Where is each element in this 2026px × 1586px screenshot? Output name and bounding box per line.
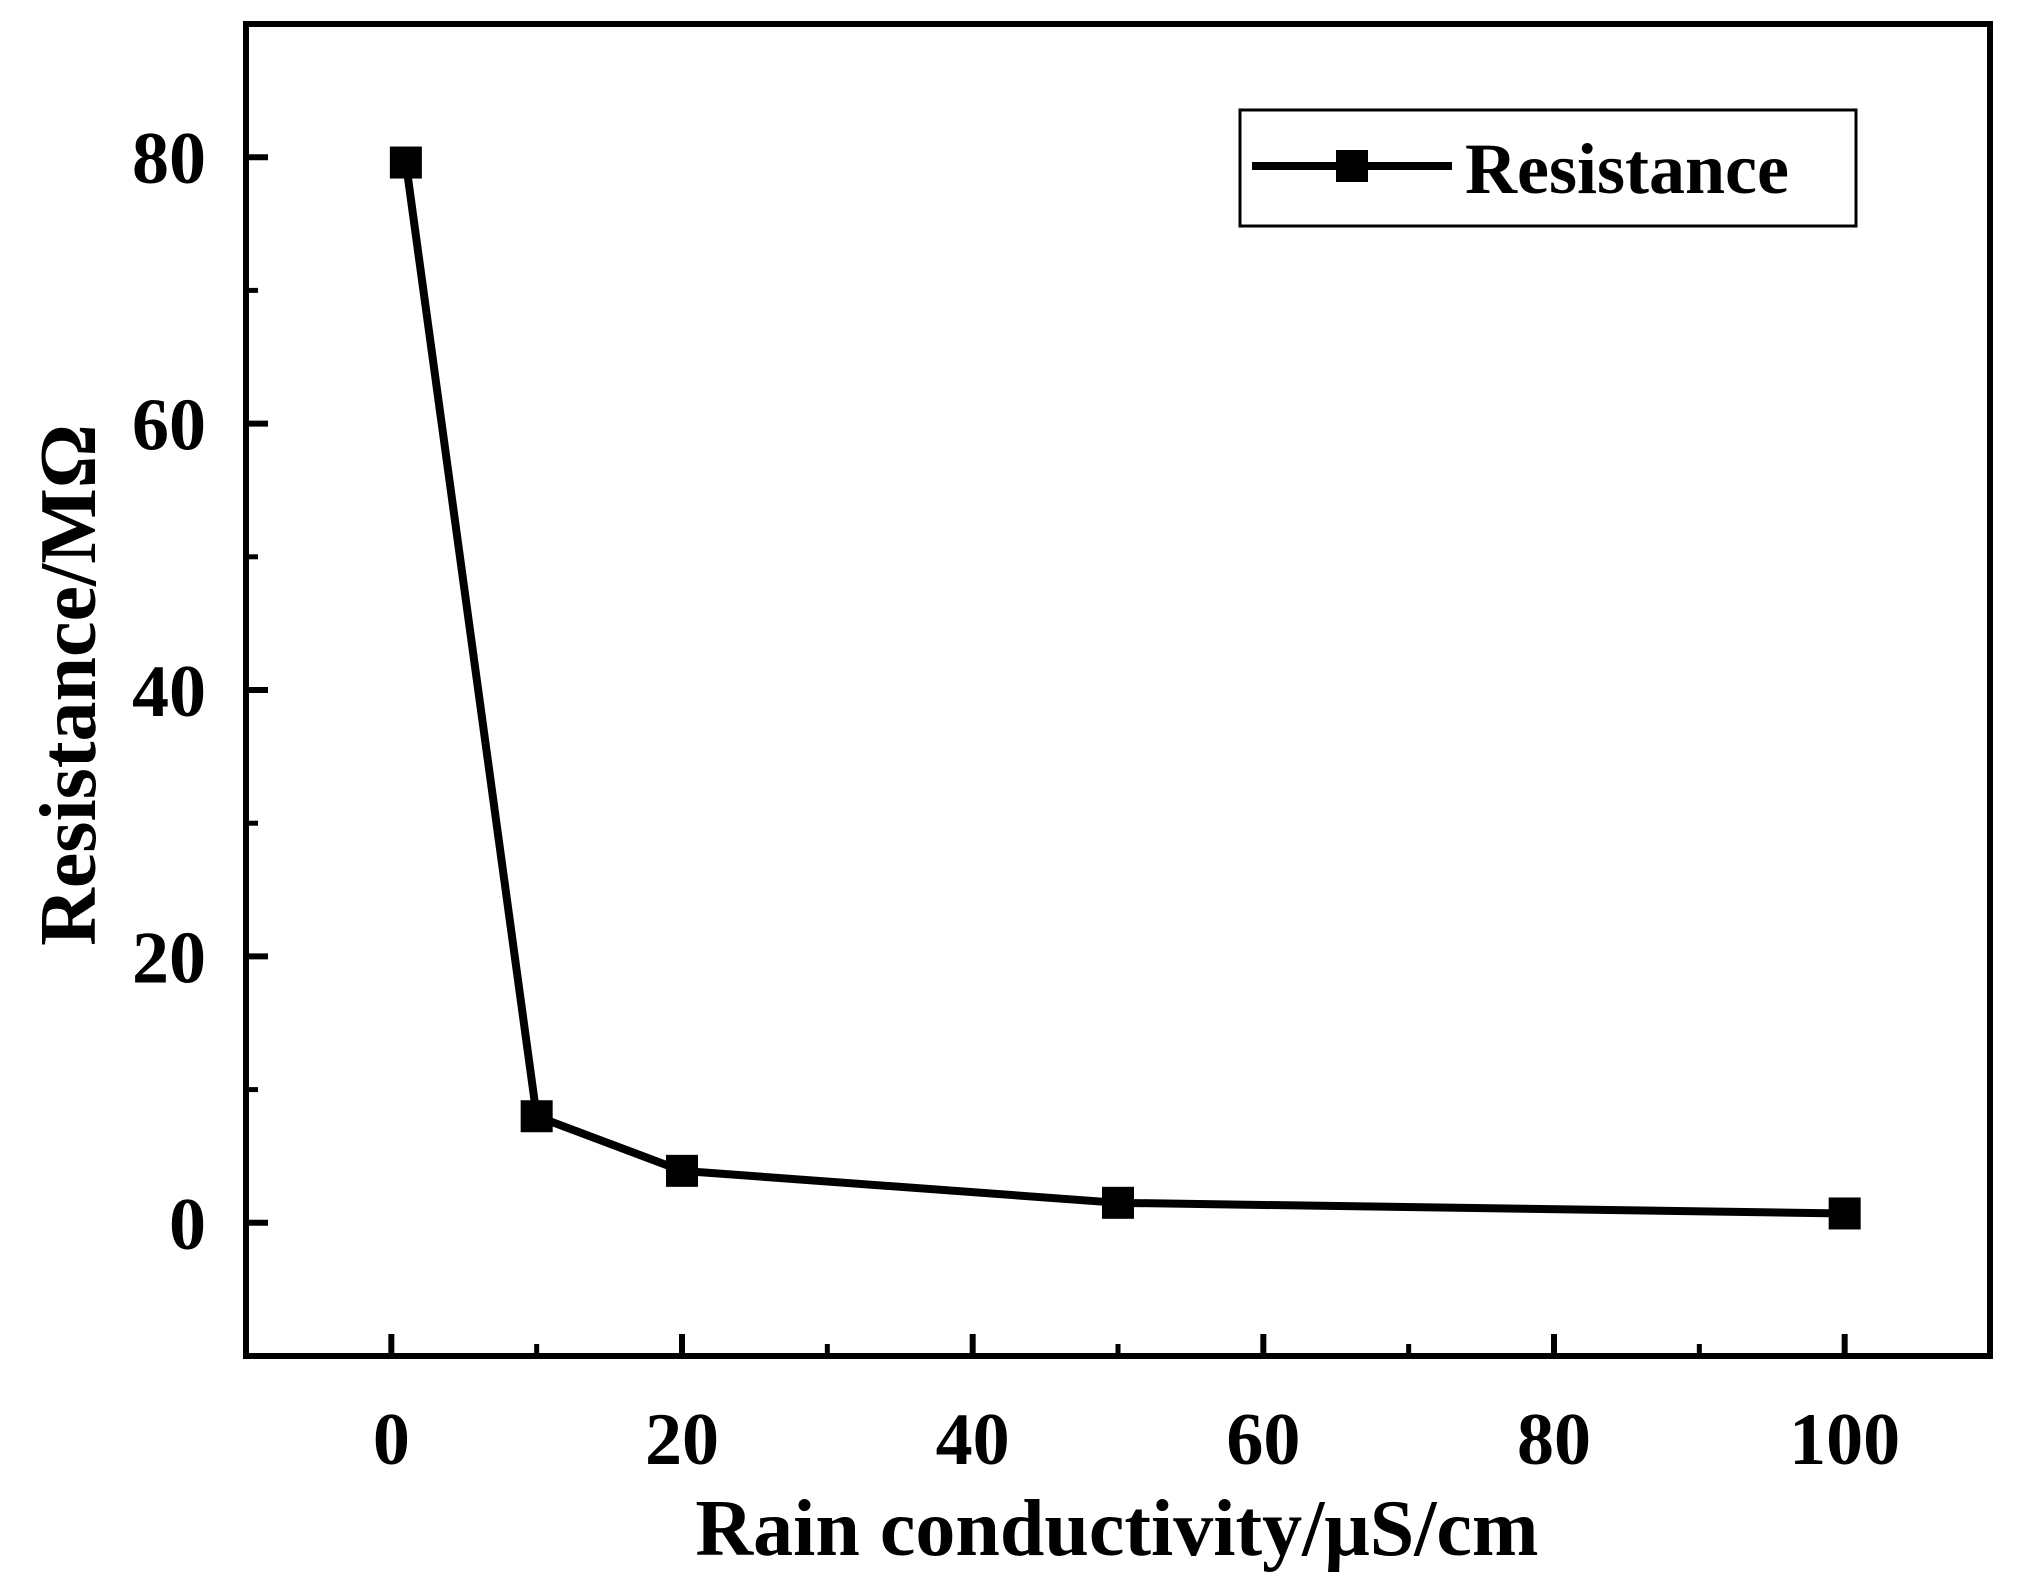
series-line — [401, 161, 1845, 1218]
legend-label-resistance: Resistance — [1465, 129, 1789, 209]
data-point-marker — [1828, 1197, 1861, 1230]
x-tick-label: 100 — [1789, 1399, 1900, 1481]
ticks: 0 20 40 60 80 100 0 20 40 60 80 — [132, 118, 1900, 1481]
y-tick-label: 80 — [132, 118, 206, 200]
y-tick-label: 60 — [132, 385, 206, 467]
y-tick-label: 40 — [132, 651, 206, 733]
x-axis-title: Rain conductivity/μS/cm — [695, 1485, 1538, 1573]
y-tick-label: 0 — [169, 1184, 206, 1266]
data-point-marker — [1102, 1186, 1134, 1219]
y-axis-title: Resistance/MΩ — [25, 424, 113, 946]
x-tick-label: 0 — [373, 1399, 410, 1481]
y-tick-label: 20 — [132, 917, 206, 999]
series-resistance — [389, 146, 1861, 1230]
legend-marker-square-icon — [1336, 150, 1368, 182]
x-tick-label: 80 — [1517, 1399, 1591, 1481]
legend: Resistance — [1238, 108, 1858, 228]
x-tick-label: 60 — [1226, 1399, 1300, 1481]
data-point-marker — [520, 1100, 553, 1133]
data-point-marker — [389, 146, 422, 179]
x-tick-label: 40 — [936, 1399, 1010, 1481]
data-point-marker — [666, 1154, 698, 1187]
x-tick-label: 20 — [645, 1399, 719, 1481]
